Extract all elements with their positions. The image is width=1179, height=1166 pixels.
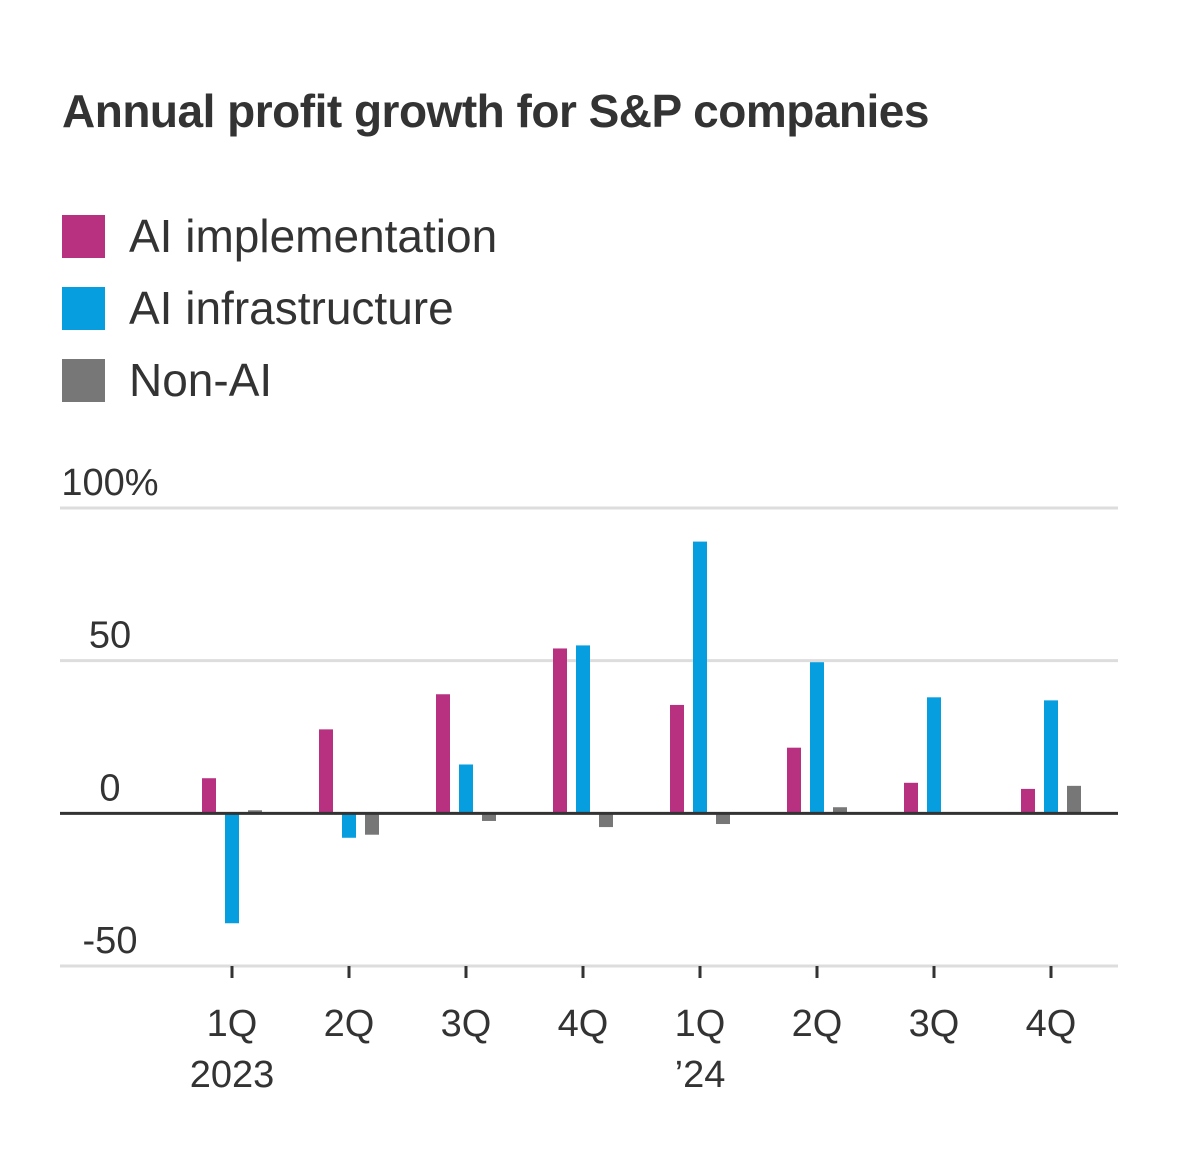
x-tick-label: 1Q bbox=[675, 1003, 726, 1045]
bar-non-ai bbox=[365, 813, 379, 835]
legend-item-ai-infrastructure: AI infrastructure bbox=[62, 272, 497, 344]
y-axis-labels: 100% 50 0 -50 bbox=[61, 462, 158, 962]
y-tick-label: 100% bbox=[61, 462, 158, 504]
bar-ai-implementation bbox=[904, 782, 918, 814]
legend-label-non-ai: Non-AI bbox=[129, 354, 273, 406]
legend-label-ai-infrastructure: AI infrastructure bbox=[129, 282, 454, 334]
bar-non-ai bbox=[716, 813, 730, 825]
x-tick-label: 4Q bbox=[558, 1003, 609, 1045]
bar-ai-implementation bbox=[670, 704, 684, 814]
bar-ai-implementation bbox=[202, 778, 216, 814]
legend-item-non-ai: Non-AI bbox=[62, 344, 497, 416]
bar-ai-infrastructure bbox=[459, 764, 473, 814]
bar-ai-infrastructure bbox=[342, 813, 356, 838]
x-tick-label: 2Q bbox=[324, 1003, 375, 1045]
bar-ai-implementation bbox=[553, 648, 567, 814]
bar-ai-infrastructure bbox=[576, 645, 590, 814]
y-tick-label: 0 bbox=[99, 767, 120, 809]
bar-ai-infrastructure bbox=[693, 541, 707, 814]
bar-ai-infrastructure bbox=[927, 697, 941, 814]
bar-ai-implementation bbox=[787, 747, 801, 814]
legend-swatch-non-ai bbox=[62, 358, 105, 402]
legend-item-ai-implementation: AI implementation bbox=[62, 200, 497, 272]
axes bbox=[60, 811, 1118, 978]
x-tick-label: 3Q bbox=[441, 1003, 492, 1045]
bar-ai-infrastructure bbox=[1044, 700, 1058, 814]
x-tick-label: 2Q bbox=[792, 1003, 843, 1045]
y-tick-label: 50 bbox=[89, 615, 131, 657]
chart-title: Annual profit growth for S&P companies bbox=[62, 85, 929, 137]
bar-ai-implementation bbox=[1021, 788, 1035, 814]
legend-swatch-ai-infrastructure bbox=[62, 286, 105, 330]
x-tick-label: 4Q bbox=[1026, 1003, 1077, 1045]
bar-ai-infrastructure bbox=[810, 662, 824, 814]
legend-label-ai-implementation: AI implementation bbox=[129, 210, 498, 262]
bar-non-ai bbox=[1067, 785, 1081, 814]
bar-non-ai bbox=[599, 813, 613, 828]
bar-non-ai bbox=[248, 810, 262, 814]
x-tick-sublabel: ’24 bbox=[675, 1054, 726, 1096]
bar-non-ai bbox=[482, 813, 496, 821]
x-tick-sublabel: 2023 bbox=[190, 1054, 275, 1096]
bars bbox=[202, 541, 1081, 924]
bar-ai-implementation bbox=[319, 729, 333, 814]
x-axis-labels: 1Q 2023 2Q 3Q 4Q 1Q ’24 2Q 3Q 4Q bbox=[190, 1003, 1077, 1096]
y-tick-label: -50 bbox=[83, 920, 138, 962]
bar-non-ai bbox=[833, 807, 847, 814]
legend: AI implementation AI infrastructure Non-… bbox=[62, 200, 497, 416]
x-tick-label: 3Q bbox=[909, 1003, 960, 1045]
x-tick-label: 1Q bbox=[207, 1003, 258, 1045]
bar-ai-infrastructure bbox=[225, 813, 239, 924]
legend-swatch-ai-implementation bbox=[62, 214, 105, 258]
bar-ai-implementation bbox=[436, 694, 450, 814]
